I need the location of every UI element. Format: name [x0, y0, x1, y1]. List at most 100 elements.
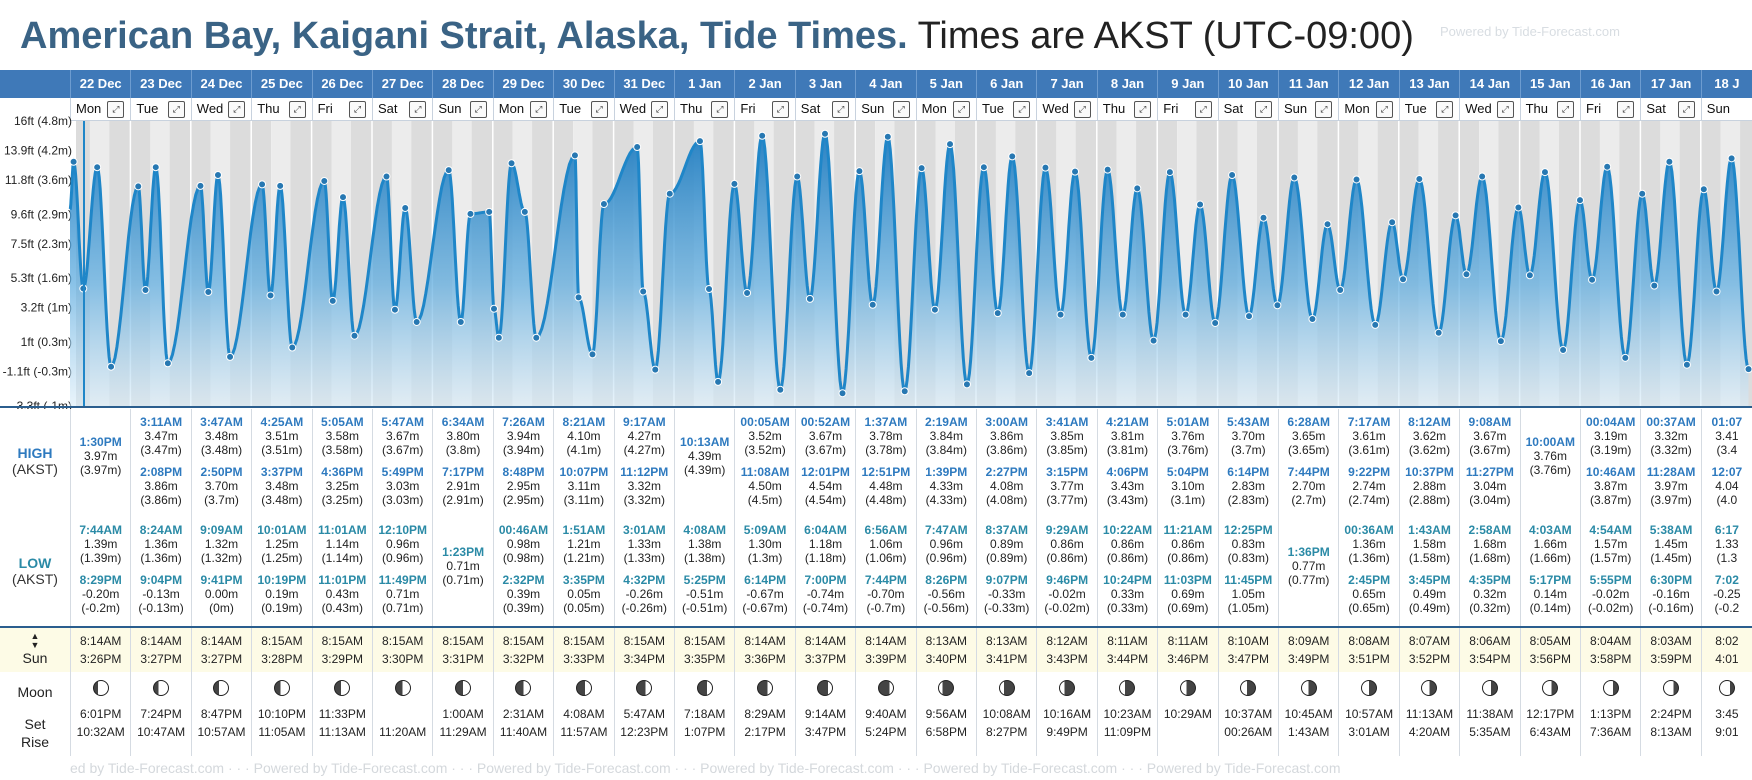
tide-extreme-point[interactable]: [633, 143, 642, 152]
tide-extreme-point[interactable]: [1399, 275, 1408, 284]
expand-day-icon[interactable]: ⤢: [1194, 101, 1212, 118]
tide-extreme-point[interactable]: [979, 163, 988, 172]
tide-extreme-point[interactable]: [1478, 172, 1487, 181]
tide-extreme-point[interactable]: [382, 172, 391, 181]
expand-day-icon[interactable]: ⤢: [288, 101, 306, 118]
tide-extreme-point[interactable]: [639, 287, 648, 296]
tide-extreme-point[interactable]: [1496, 337, 1505, 346]
tide-extreme-point[interactable]: [1290, 173, 1299, 182]
tide-extreme-point[interactable]: [793, 172, 802, 181]
tide-extreme-point[interactable]: [1149, 336, 1158, 345]
tide-extreme-point[interactable]: [258, 180, 267, 189]
tide-extreme-point[interactable]: [69, 157, 78, 166]
tide-extreme-point[interactable]: [1228, 171, 1237, 180]
tide-extreme-point[interactable]: [1323, 220, 1332, 229]
tide-extreme-point[interactable]: [107, 362, 116, 371]
tide-extreme-point[interactable]: [266, 291, 275, 300]
tide-extreme-point[interactable]: [1650, 281, 1659, 290]
tide-extreme-point[interactable]: [532, 333, 541, 342]
tide-extreme-point[interactable]: [1041, 163, 1050, 172]
expand-day-icon[interactable]: ⤢: [348, 101, 366, 118]
tide-extreme-point[interactable]: [588, 350, 597, 359]
tide-extreme-point[interactable]: [930, 305, 939, 314]
tide-extreme-point[interactable]: [1638, 189, 1647, 198]
tide-extreme-point[interactable]: [1118, 310, 1127, 319]
tide-extreme-point[interactable]: [883, 132, 892, 141]
expand-day-icon[interactable]: ⤢: [228, 101, 246, 118]
tide-extreme-point[interactable]: [1514, 203, 1523, 212]
tide-extreme-point[interactable]: [714, 377, 723, 386]
tide-extreme-point[interactable]: [1559, 345, 1568, 354]
tide-extreme-point[interactable]: [651, 365, 660, 374]
tide-extreme-point[interactable]: [1712, 287, 1721, 296]
tide-extreme-point[interactable]: [444, 166, 453, 175]
tide-extreme-point[interactable]: [320, 176, 329, 185]
tide-extreme-point[interactable]: [1103, 165, 1112, 174]
tide-extreme-point[interactable]: [141, 286, 150, 295]
tide-extreme-point[interactable]: [1245, 312, 1254, 321]
tide-extreme-point[interactable]: [412, 317, 421, 326]
expand-day-icon[interactable]: ⤢: [1617, 101, 1635, 118]
tide-extreme-point[interactable]: [288, 343, 297, 352]
tide-extreme-point[interactable]: [993, 309, 1002, 318]
tide-extreme-point[interactable]: [574, 293, 583, 302]
expand-day-icon[interactable]: ⤢: [1254, 101, 1272, 118]
tide-extreme-point[interactable]: [1576, 196, 1584, 205]
tide-extreme-point[interactable]: [1588, 275, 1597, 284]
expand-day-icon[interactable]: ⤢: [832, 101, 850, 118]
expand-day-icon[interactable]: ⤢: [1677, 101, 1695, 118]
tide-extreme-point[interactable]: [494, 333, 503, 342]
tide-extreme-point[interactable]: [1071, 167, 1080, 176]
tide-extreme-point[interactable]: [1165, 168, 1174, 177]
tide-extreme-point[interactable]: [855, 167, 864, 176]
expand-day-icon[interactable]: ⤢: [1556, 101, 1574, 118]
tide-extreme-point[interactable]: [276, 181, 285, 190]
tide-extreme-point[interactable]: [1087, 353, 1096, 362]
tide-extreme-point[interactable]: [196, 181, 205, 190]
tide-extreme-point[interactable]: [1371, 320, 1380, 329]
expand-day-icon[interactable]: ⤢: [469, 101, 487, 118]
tide-extreme-point[interactable]: [163, 359, 172, 368]
tide-extreme-point[interactable]: [1744, 365, 1752, 374]
tide-extreme-point[interactable]: [466, 209, 475, 218]
tide-extreme-point[interactable]: [226, 352, 235, 361]
tide-extreme-point[interactable]: [805, 294, 814, 303]
expand-day-icon[interactable]: ⤢: [107, 101, 125, 118]
tide-extreme-point[interactable]: [868, 300, 877, 309]
expand-day-icon[interactable]: ⤢: [167, 101, 185, 118]
tide-extreme-point[interactable]: [1699, 185, 1708, 194]
expand-day-icon[interactable]: ⤢: [1496, 101, 1514, 118]
tide-extreme-point[interactable]: [401, 203, 410, 212]
tide-extreme-point[interactable]: [758, 131, 767, 140]
tide-extreme-point[interactable]: [1196, 200, 1205, 209]
expand-day-icon[interactable]: ⤢: [892, 101, 910, 118]
tide-extreme-point[interactable]: [1682, 360, 1691, 369]
expand-day-icon[interactable]: ⤢: [771, 101, 789, 118]
tide-extreme-point[interactable]: [134, 182, 143, 191]
expand-day-icon[interactable]: ⤢: [1013, 101, 1031, 118]
expand-day-icon[interactable]: ⤢: [1375, 101, 1393, 118]
powered-by-link[interactable]: Powered by Tide-Forecast.com: [1440, 24, 1620, 39]
tide-extreme-point[interactable]: [213, 171, 222, 180]
expand-day-icon[interactable]: ⤢: [1073, 101, 1091, 118]
tide-extreme-point[interactable]: [1415, 174, 1424, 183]
tide-extreme-point[interactable]: [1008, 152, 1017, 161]
tide-extreme-point[interactable]: [838, 389, 847, 398]
tide-extreme-point[interactable]: [93, 163, 102, 172]
tide-extreme-point[interactable]: [1025, 369, 1034, 378]
tide-extreme-point[interactable]: [1133, 184, 1142, 193]
tide-extreme-point[interactable]: [917, 164, 926, 173]
tide-extreme-point[interactable]: [520, 207, 529, 216]
tide-extreme-point[interactable]: [743, 288, 752, 297]
tide-extreme-point[interactable]: [962, 380, 971, 389]
tide-extreme-point[interactable]: [1525, 271, 1534, 280]
expand-day-icon[interactable]: ⤢: [711, 101, 729, 118]
expand-day-icon[interactable]: ⤢: [1436, 101, 1454, 118]
tide-extreme-point[interactable]: [1211, 318, 1220, 327]
tide-extreme-point[interactable]: [507, 159, 516, 168]
tide-extreme-point[interactable]: [1727, 154, 1736, 163]
tide-extreme-point[interactable]: [350, 331, 359, 340]
tide-extreme-point[interactable]: [570, 151, 579, 160]
tide-extreme-point[interactable]: [204, 288, 213, 296]
tide-extreme-point[interactable]: [1352, 175, 1361, 184]
